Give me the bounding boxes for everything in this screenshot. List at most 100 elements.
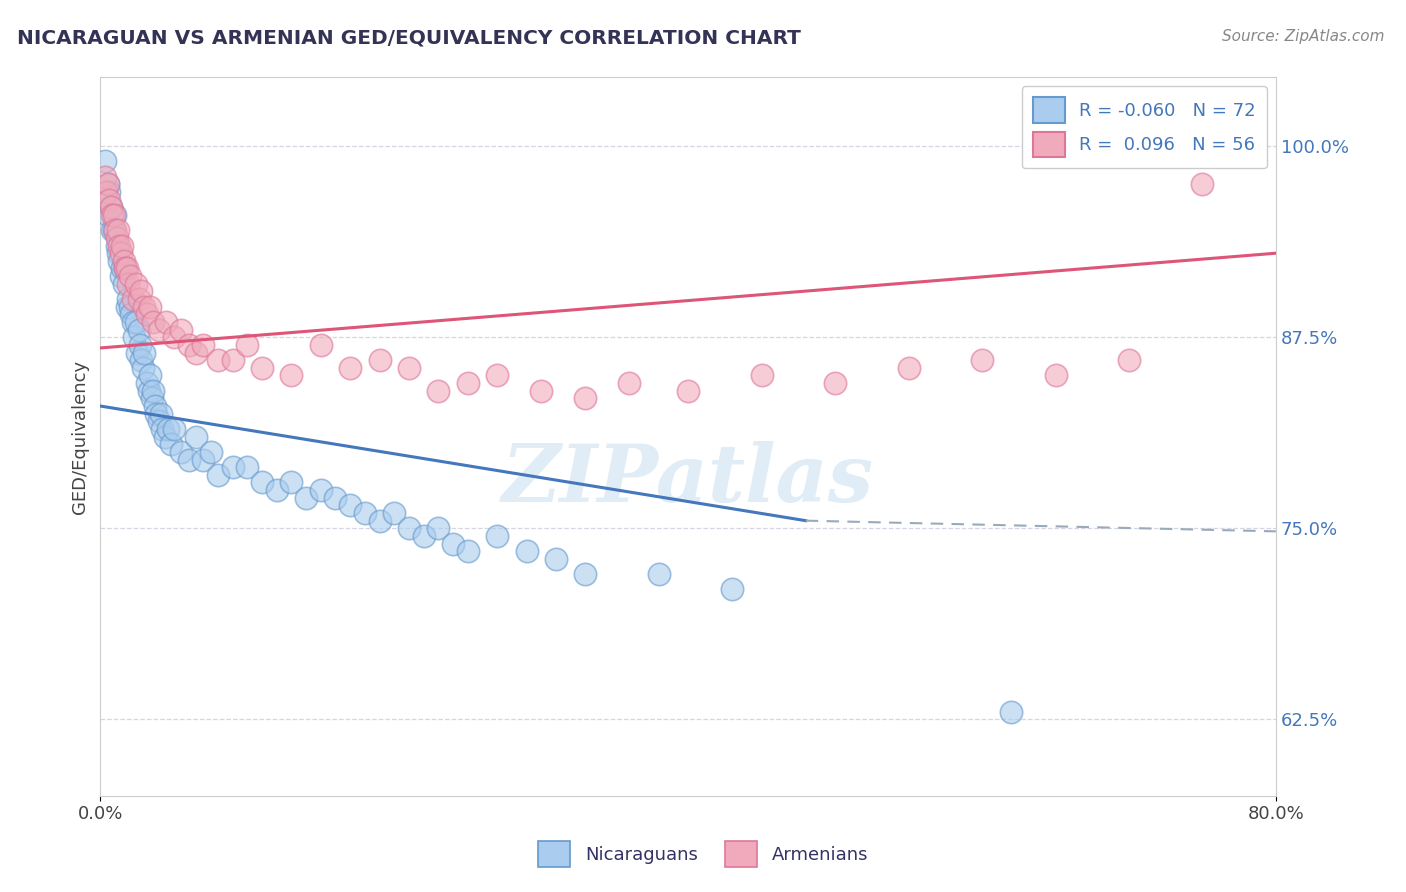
- Point: [486, 529, 509, 543]
- Point: [163, 422, 186, 436]
- Point: [897, 360, 920, 375]
- Point: [200, 445, 222, 459]
- Point: [108, 238, 131, 252]
- Point: [110, 246, 132, 260]
- Point: [221, 460, 243, 475]
- Point: [824, 376, 846, 390]
- Point: [104, 223, 127, 237]
- Point: [114, 261, 136, 276]
- Point: [193, 452, 215, 467]
- Point: [155, 315, 177, 329]
- Point: [114, 261, 136, 276]
- Point: [148, 323, 170, 337]
- Point: [118, 269, 141, 284]
- Point: [177, 338, 200, 352]
- Point: [1118, 353, 1140, 368]
- Point: [544, 552, 567, 566]
- Point: [142, 384, 165, 398]
- Point: [112, 277, 135, 291]
- Point: [112, 253, 135, 268]
- Point: [136, 376, 159, 390]
- Text: NICARAGUAN VS ARMENIAN GED/EQUIVALENCY CORRELATION CHART: NICARAGUAN VS ARMENIAN GED/EQUIVALENCY C…: [17, 29, 801, 47]
- Point: [107, 223, 129, 237]
- Point: [676, 384, 699, 398]
- Point: [339, 360, 361, 375]
- Point: [128, 292, 150, 306]
- Point: [177, 452, 200, 467]
- Point: [236, 338, 259, 352]
- Point: [110, 269, 132, 284]
- Point: [96, 185, 118, 199]
- Point: [398, 360, 420, 375]
- Point: [120, 307, 142, 321]
- Point: [118, 300, 141, 314]
- Point: [574, 392, 596, 406]
- Point: [339, 499, 361, 513]
- Point: [207, 467, 229, 482]
- Point: [100, 200, 122, 214]
- Point: [382, 506, 405, 520]
- Point: [111, 238, 134, 252]
- Point: [153, 429, 176, 443]
- Point: [574, 567, 596, 582]
- Point: [280, 368, 302, 383]
- Point: [530, 384, 553, 398]
- Point: [1191, 178, 1213, 192]
- Point: [134, 345, 156, 359]
- Point: [148, 414, 170, 428]
- Point: [170, 323, 193, 337]
- Point: [94, 169, 117, 184]
- Point: [1045, 368, 1067, 383]
- Point: [139, 368, 162, 383]
- Point: [121, 315, 143, 329]
- Point: [145, 407, 167, 421]
- Point: [108, 253, 131, 268]
- Point: [97, 208, 120, 222]
- Point: [124, 277, 146, 291]
- Point: [184, 429, 207, 443]
- Point: [250, 360, 273, 375]
- Point: [117, 292, 139, 306]
- Point: [156, 422, 179, 436]
- Point: [105, 231, 128, 245]
- Point: [124, 315, 146, 329]
- Point: [128, 323, 150, 337]
- Point: [325, 491, 347, 505]
- Point: [98, 193, 121, 207]
- Point: [193, 338, 215, 352]
- Point: [138, 384, 160, 398]
- Point: [136, 307, 159, 321]
- Point: [412, 529, 434, 543]
- Point: [441, 536, 464, 550]
- Point: [150, 422, 173, 436]
- Point: [97, 178, 120, 192]
- Point: [368, 353, 391, 368]
- Point: [139, 300, 162, 314]
- Point: [1000, 705, 1022, 719]
- Point: [163, 330, 186, 344]
- Point: [97, 178, 120, 192]
- Point: [131, 353, 153, 368]
- Point: [648, 567, 671, 582]
- Point: [111, 261, 134, 276]
- Y-axis label: GED/Equivalency: GED/Equivalency: [72, 359, 89, 514]
- Legend: R = -0.060   N = 72, R =  0.096   N = 56: R = -0.060 N = 72, R = 0.096 N = 56: [1022, 87, 1267, 169]
- Point: [115, 261, 138, 276]
- Point: [427, 521, 450, 535]
- Point: [457, 544, 479, 558]
- Point: [250, 475, 273, 490]
- Point: [486, 368, 509, 383]
- Point: [751, 368, 773, 383]
- Point: [398, 521, 420, 535]
- Point: [207, 353, 229, 368]
- Legend: Nicaraguans, Armenians: Nicaraguans, Armenians: [530, 834, 876, 874]
- Point: [132, 360, 155, 375]
- Point: [115, 300, 138, 314]
- Point: [131, 285, 153, 299]
- Point: [122, 330, 145, 344]
- Point: [515, 544, 537, 558]
- Point: [94, 154, 117, 169]
- Point: [184, 345, 207, 359]
- Point: [368, 514, 391, 528]
- Point: [101, 208, 124, 222]
